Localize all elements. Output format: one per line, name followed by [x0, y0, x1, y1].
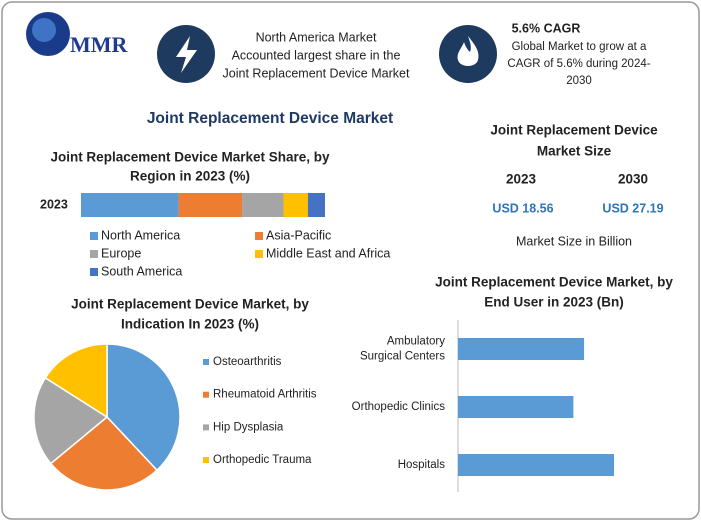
size-year: 2023: [506, 172, 537, 187]
bar-segment: [242, 193, 284, 217]
legend-swatch: [203, 391, 209, 398]
legend-label: Hip Dysplasia: [213, 421, 284, 433]
flame: [457, 36, 479, 66]
size-title: Market Size: [537, 144, 612, 159]
legend-label: Orthopedic Trauma: [213, 454, 312, 466]
legend-swatch: [90, 250, 98, 258]
size-note: Market Size in Billion: [516, 234, 632, 248]
chart-title: Indication In 2023 (%): [121, 317, 259, 332]
chart-title: Joint Replacement Device Market, by: [435, 275, 673, 290]
legend-label: Asia-Pacific: [266, 228, 331, 242]
bar-segment: [307, 193, 325, 217]
pie-slice: [33, 376, 109, 465]
logo-text: MMR: [70, 32, 129, 57]
pie-slice: [106, 343, 181, 472]
legend-label: North America: [101, 228, 180, 242]
bar-segment: [178, 193, 243, 217]
category-label: 2023: [40, 197, 68, 211]
legend-swatch: [90, 232, 98, 240]
legend-label: Rheumatoid Arthritis: [213, 389, 317, 401]
bar: [458, 454, 614, 476]
legend-swatch: [90, 268, 98, 276]
header-text: Joint Replacement Device Market: [223, 66, 410, 80]
size-title: Joint Replacement Device: [490, 123, 658, 138]
cagr-text: CAGR of 5.6% during 2024-: [507, 58, 650, 70]
bolt-icon: [157, 25, 215, 83]
size-value: USD 18.56: [492, 201, 553, 215]
chart-title: Joint Replacement Device Market Share, b…: [50, 150, 330, 165]
main-title: Joint Replacement Device Market: [147, 110, 393, 127]
size-value: USD 27.19: [602, 201, 663, 215]
bolt: [176, 36, 197, 73]
header-text: Accounted largest share in the: [232, 48, 401, 62]
legend-swatch: [203, 457, 209, 464]
legend-swatch: [203, 424, 209, 431]
bar-segment: [81, 193, 179, 217]
legend-label: Europe: [101, 246, 141, 260]
legend-label: South America: [101, 264, 182, 278]
bar: [458, 396, 574, 418]
category-label: Hospitals: [398, 459, 446, 471]
legend-swatch: [255, 232, 263, 240]
legend-label: Osteoarthritis: [213, 356, 282, 368]
chart-title: Region in 2023 (%): [130, 169, 250, 184]
pie-slice: [44, 343, 108, 419]
legend-label: Middle East and Africa: [266, 246, 390, 260]
chart-title: Joint Replacement Device Market, by: [71, 297, 309, 312]
category-label: Surgical Centers: [360, 351, 445, 363]
pie-slice: [49, 415, 159, 491]
bar-segment: [283, 193, 308, 217]
legend-swatch: [255, 250, 263, 258]
legend-swatch: [203, 359, 209, 365]
cagr-text: 2030: [566, 75, 592, 87]
cagr-title: 5.6% CAGR: [512, 21, 581, 35]
category-label: Orthopedic Clinics: [352, 401, 446, 413]
logo: MMR: [26, 12, 129, 57]
flame-icon: [439, 25, 497, 83]
logo-shine: [32, 18, 56, 42]
bar: [458, 338, 585, 360]
chart-title: End User in 2023 (Bn): [484, 295, 624, 310]
cagr-text: Global Market to grow at a: [512, 41, 647, 53]
header-text: North America Market: [256, 30, 377, 44]
size-year: 2030: [618, 172, 648, 187]
category-label: Ambulatory: [387, 336, 445, 348]
